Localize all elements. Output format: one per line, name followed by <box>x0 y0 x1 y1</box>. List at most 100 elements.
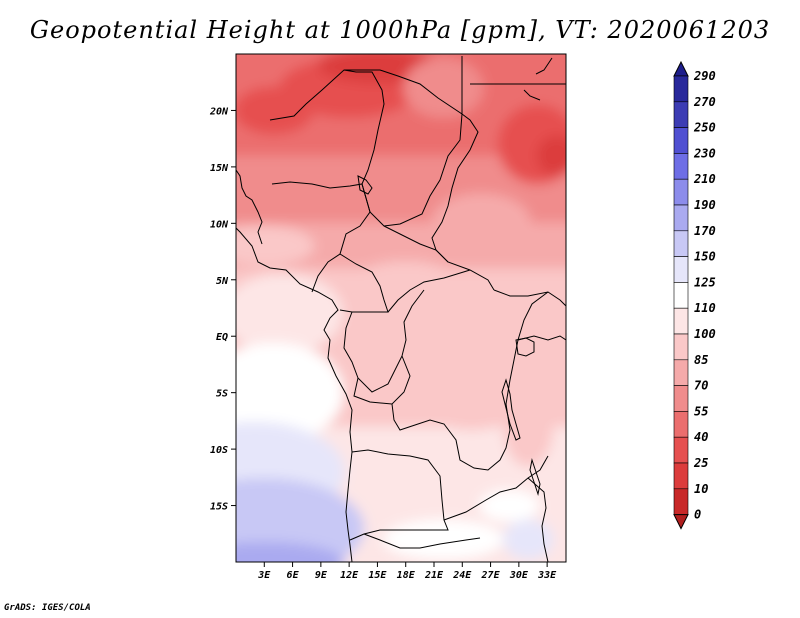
x-tick-label: 3E <box>257 570 271 581</box>
colorbar-box <box>673 153 689 180</box>
colorbar-box <box>673 101 689 128</box>
y-tick-label: EQ <box>216 332 228 343</box>
coastlines-borders <box>236 56 566 562</box>
colorbar-label: 100 <box>694 327 716 341</box>
blob-chad-south <box>431 193 532 254</box>
west-africa-coastline <box>236 227 353 562</box>
niger-border <box>344 69 463 227</box>
colorbar-label: 230 <box>693 146 716 160</box>
lake-malawi <box>529 458 541 496</box>
x-tick-label: 18E <box>397 570 416 581</box>
blob-ocean-mid <box>236 342 344 443</box>
colorbar-box <box>673 462 689 490</box>
senegal-coast <box>236 169 263 245</box>
congo-border <box>343 289 425 393</box>
colorbar-label: 170 <box>694 224 716 238</box>
colorbar-label: 125 <box>694 275 716 289</box>
colorbar-label: 270 <box>693 95 716 109</box>
blob-east-lakes <box>503 386 554 467</box>
x-tick-label: 27E <box>481 570 501 581</box>
blob-south-atlantic <box>236 478 365 562</box>
x-tick-label: 30E <box>509 570 529 581</box>
colorbar-box <box>673 333 689 361</box>
map-frame <box>235 53 567 563</box>
blob-namibia <box>383 519 504 560</box>
colorbar-box <box>673 307 689 335</box>
mozambique-border <box>527 477 549 562</box>
lake-victoria <box>515 337 535 357</box>
x-tick-label: 9E <box>315 570 328 581</box>
y-axis: 15S 10S 5S EQ 5N 10N 15N 20N <box>209 106 236 513</box>
colorbar-box <box>673 230 689 257</box>
colorbar-box <box>673 127 689 154</box>
colorbar-box <box>673 256 689 283</box>
sudan-border <box>470 83 566 307</box>
colorbar-bottom-arrow <box>673 514 689 530</box>
blob-low-northwest <box>236 86 314 135</box>
colorbar-label: 70 <box>694 379 708 393</box>
colorbar-label: 210 <box>693 172 716 186</box>
cameroon-border <box>339 253 389 313</box>
colorbar: 2902702502302101901701501251101008570554… <box>673 60 716 530</box>
colorbar-top-arrow <box>673 60 689 77</box>
colorbar-box <box>673 411 689 438</box>
colorbar-label: 55 <box>694 404 708 418</box>
nigeria-border <box>271 181 371 293</box>
colorbar-box <box>673 436 689 464</box>
colorbar-label: 85 <box>694 353 708 367</box>
x-tick-label: 24E <box>452 570 472 581</box>
chart-title: Geopotential Height at 1000hPa [gpm], VT… <box>29 16 771 44</box>
colorbar-label: 150 <box>694 250 716 264</box>
namibia-border <box>363 533 481 549</box>
colorbar-label: 110 <box>694 301 716 315</box>
blob-gulf-guinea <box>236 273 344 354</box>
colorbar-box <box>673 488 689 515</box>
x-tick-label: 21E <box>424 570 444 581</box>
angola-border <box>349 377 449 541</box>
y-tick-label: 20N <box>209 106 229 117</box>
y-tick-label: 10N <box>210 219 229 230</box>
y-tick-label: 15S <box>210 502 228 513</box>
geopotential-field <box>236 54 566 562</box>
colorbar-label: 25 <box>693 456 708 470</box>
zambia-border <box>443 455 549 521</box>
lake-chad <box>357 175 373 195</box>
car-border <box>383 225 471 313</box>
colorbar-label: 190 <box>694 198 716 212</box>
x-tick-label: 12E <box>340 570 359 581</box>
lake-tanganyika <box>501 378 521 441</box>
chad-border <box>431 56 495 291</box>
y-tick-label: 15N <box>210 163 229 174</box>
colorbar-box <box>673 359 689 386</box>
colorbar-label: 290 <box>693 69 716 83</box>
y-tick-label: 5S <box>216 389 228 400</box>
blob-low-sudan-core <box>536 135 566 176</box>
colorbar-box <box>673 75 689 103</box>
x-tick-label: 15E <box>368 570 387 581</box>
drc-border <box>391 291 549 471</box>
colorbar-box <box>673 282 689 309</box>
y-tick-label: 5N <box>216 276 229 287</box>
colorbar-box <box>673 204 689 232</box>
x-tick-label: 33E <box>537 570 557 581</box>
y-tick-label: 10S <box>210 445 228 456</box>
blob-south-atlantic-core <box>236 542 345 562</box>
blob-mozambique <box>503 519 554 560</box>
blob-cameroon <box>345 261 466 322</box>
footer-credit: GrADS: IGES/COLA <box>4 603 91 613</box>
colorbar-label: 250 <box>693 121 716 135</box>
colorbar-label: 10 <box>694 482 708 496</box>
blob-coast-west <box>236 225 315 266</box>
mali-border <box>269 69 385 185</box>
x-tick-label: 6E <box>287 570 300 581</box>
red-sea-coast <box>523 57 553 101</box>
colorbar-label: 0 <box>694 508 701 522</box>
colorbar-label: 40 <box>694 430 708 444</box>
colorbar-box <box>673 385 689 412</box>
x-axis: 3E 6E 9E 12E 15E 18E 21E 24E 27E 30E 33E <box>257 562 557 581</box>
tanzania-border <box>517 335 566 341</box>
blob-zambia <box>479 489 540 522</box>
colorbar-box <box>673 178 689 206</box>
blob-niger-ridge <box>403 57 484 118</box>
